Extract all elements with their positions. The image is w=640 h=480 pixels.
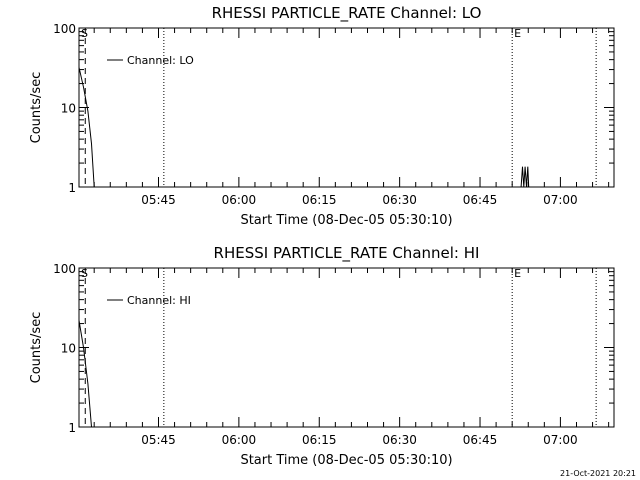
y-tick-label: 100 (53, 262, 76, 276)
plot-frame (78, 27, 615, 188)
plot-frame (78, 267, 615, 428)
legend-label: Channel: HI (127, 294, 191, 307)
x-tick-label: 07:00 (543, 433, 578, 447)
x-tick-label: 06:00 (222, 193, 257, 207)
x-tick-label: 05:45 (141, 193, 176, 207)
x-tick-label: 07:00 (543, 193, 578, 207)
x-tick-label: 06:30 (382, 433, 417, 447)
y-axis-label: Counts/sec (29, 312, 44, 384)
y-tick-label: 10 (61, 102, 76, 116)
series-line (78, 67, 530, 188)
series-line (78, 320, 92, 428)
y-tick-label: 10 (61, 342, 76, 356)
y-tick-label: 1 (68, 181, 76, 195)
x-tick-label: 05:45 (141, 433, 176, 447)
chart-panel-hi: RHESSI PARTICLE_RATE Channel: HI 1 10 100 05… (29, 244, 615, 468)
y-tick-label: 1 (68, 421, 76, 435)
x-tick-label: 06:45 (463, 433, 498, 447)
x-tick-label: 06:45 (463, 193, 498, 207)
x-axis-label: Start Time (08-Dec-05 05:30:10) (240, 213, 452, 228)
x-axis-label: Start Time (08-Dec-05 05:30:10) (240, 453, 452, 468)
time-marker-label: S (81, 27, 88, 40)
chart-panel-lo: RHESSI PARTICLE_RATE Channel: LO 1 10 100 05… (29, 4, 615, 228)
chart-title: RHESSI PARTICLE_RATE Channel: HI (214, 244, 480, 263)
chart-title: RHESSI PARTICLE_RATE Channel: LO (212, 4, 482, 23)
time-marker-label: S (81, 267, 88, 280)
plot-timestamp: 21-Oct-2021 20:21 (560, 469, 636, 478)
time-marker-label: E (514, 27, 521, 40)
x-tick-label: 06:00 (222, 433, 257, 447)
legend-label: Channel: LO (127, 54, 194, 67)
y-axis-label: Counts/sec (29, 72, 44, 144)
x-tick-label: 06:15 (302, 193, 337, 207)
y-tick-label: 100 (53, 22, 76, 36)
x-tick-label: 06:30 (382, 193, 417, 207)
time-marker-label: E (514, 267, 521, 280)
x-tick-label: 06:15 (302, 433, 337, 447)
